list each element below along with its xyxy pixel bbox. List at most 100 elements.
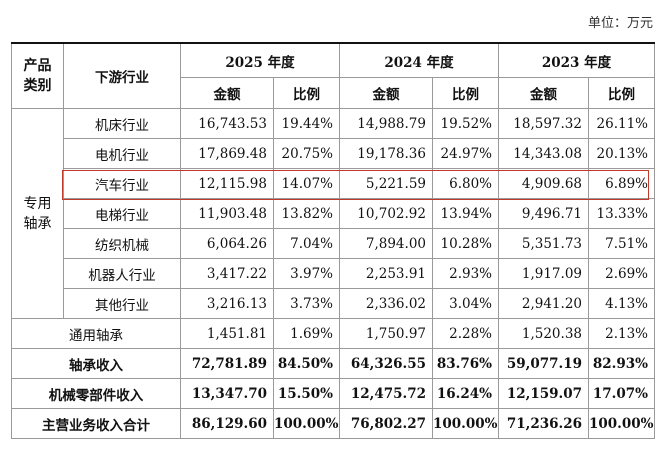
- amount-cell: 6,064.26: [180, 228, 274, 259]
- header-ratio: 比例: [432, 77, 499, 109]
- amount-cell: 12,475.72: [339, 378, 433, 409]
- amount-cell: 14,988.79: [339, 108, 433, 139]
- industry-name: 机器人行业: [63, 258, 181, 289]
- amount-cell: 71,236.26: [498, 408, 589, 439]
- ratio-cell: 3.97%: [273, 258, 340, 289]
- ratio-cell: 3.73%: [273, 288, 340, 319]
- summary-row-parts-income: 机械零部件收入 13,347.70 15.50% 12,475.72 16.24% 12,…: [11, 378, 655, 409]
- amount-cell: 1,520.38: [498, 318, 589, 349]
- table-row: 电机行业 17,869.48 20.75% 19,178.36 24.97% 14,343…: [12, 138, 655, 169]
- industry-name: 汽车行业: [63, 168, 181, 199]
- ratio-cell: 3.04%: [432, 288, 499, 319]
- amount-cell: 1,451.81: [180, 318, 274, 349]
- summary-row-general: 通用轴承 1,451.81 1.69% 1,750.97 2.28% 1,520.38 2.…: [11, 318, 655, 349]
- header-category: 产品 类别: [11, 42, 64, 109]
- amount-cell: 76,802.27: [339, 408, 433, 439]
- amount-cell: 10,702.92: [339, 198, 433, 229]
- ratio-cell: 20.75%: [273, 138, 340, 169]
- amount-cell: 5,221.59: [339, 168, 433, 199]
- ratio-cell: 7.51%: [588, 228, 655, 259]
- amount-cell: 4,909.68: [498, 168, 589, 199]
- summary-label: 机械零部件收入: [11, 378, 181, 409]
- header-year-2025: 2025 年度: [180, 42, 340, 78]
- amount-cell: 1,750.97: [339, 318, 433, 349]
- ratio-cell: 26.11%: [588, 108, 655, 139]
- ratio-cell: 4.13%: [588, 288, 655, 319]
- ratio-cell: 100.00%: [588, 408, 655, 439]
- ratio-cell: 15.50%: [273, 378, 340, 409]
- ratio-cell: 17.07%: [588, 378, 655, 409]
- ratio-cell: 13.33%: [588, 198, 655, 229]
- amount-cell: 2,253.91: [339, 258, 433, 289]
- amount-cell: 3,417.22: [180, 258, 274, 289]
- header-industry: 下游行业: [63, 42, 181, 109]
- industry-name: 机床行业: [63, 108, 181, 139]
- industry-name: 电梯行业: [63, 198, 181, 229]
- amount-cell: 2,336.02: [339, 288, 433, 319]
- ratio-cell: 13.94%: [432, 198, 499, 229]
- amount-cell: 13,347.70: [180, 378, 274, 409]
- summary-row-total: 主营业务收入合计 86,129.60 100.00% 76,802.27 100.00%…: [11, 408, 655, 439]
- table-row: 其他行业 3,216.13 3.73% 2,336.02 3.04% 2,941.20 4.…: [12, 288, 655, 319]
- ratio-cell: 84.50%: [273, 348, 340, 379]
- ratio-cell: 7.04%: [273, 228, 340, 259]
- ratio-cell: 2.13%: [588, 318, 655, 349]
- amount-cell: 16,743.53: [180, 108, 274, 139]
- industry-name: 其他行业: [63, 288, 181, 319]
- industry-name: 纺织机械: [63, 228, 181, 259]
- amount-cell: 2,941.20: [498, 288, 589, 319]
- amount-cell: 1,917.09: [498, 258, 589, 289]
- header-year-2024: 2024 年度: [339, 42, 499, 78]
- ratio-cell: 19.52%: [432, 108, 499, 139]
- amount-cell: 14,343.08: [498, 138, 589, 169]
- ratio-cell: 83.76%: [432, 348, 499, 379]
- summary-label: 通用轴承: [11, 318, 181, 349]
- ratio-cell: 100.00%: [273, 408, 340, 439]
- ratio-cell: 1.69%: [273, 318, 340, 349]
- industry-name: 电机行业: [63, 138, 181, 169]
- header-amount: 金额: [339, 77, 433, 109]
- amount-cell: 59,077.19: [498, 348, 589, 379]
- ratio-cell: 2.28%: [432, 318, 499, 349]
- amount-cell: 5,351.73: [498, 228, 589, 259]
- unit-label: 单位：万元: [587, 16, 653, 31]
- amount-cell: 9,496.71: [498, 198, 589, 229]
- amount-cell: 64,326.55: [339, 348, 433, 379]
- header-year-2023: 2023 年度: [498, 42, 655, 78]
- table-row: 电梯行业 11,903.48 13.82% 10,702.92 13.94% 9,496.…: [12, 198, 655, 229]
- ratio-cell: 10.28%: [432, 228, 499, 259]
- ratio-cell: 16.24%: [432, 378, 499, 409]
- amount-cell: 19,178.36: [339, 138, 433, 169]
- table-row: 专用 轴承 机床行业 16,743.53 19.44% 14,988.79 19.52% 18…: [11, 108, 655, 319]
- amount-cell: 11,903.48: [180, 198, 274, 229]
- ratio-cell: 2.69%: [588, 258, 655, 289]
- ratio-cell: 100.00%: [432, 408, 499, 439]
- ratio-cell: 19.44%: [273, 108, 340, 139]
- summary-label: 轴承收入: [11, 348, 181, 379]
- revenue-table: 产品 类别 下游行业 2025 年度 2024 年度 2023 年度 金额 比例 …: [11, 42, 655, 439]
- amount-cell: 12,115.98: [180, 168, 274, 199]
- group-special-bearing-text: 专用 轴承: [23, 195, 52, 232]
- summary-row-bearing-income: 轴承收入 72,781.89 84.50% 64,326.55 83.76% 59,077…: [11, 348, 655, 379]
- ratio-cell: 24.97%: [432, 138, 499, 169]
- ratio-cell: 6.80%: [432, 168, 499, 199]
- ratio-cell: 82.93%: [588, 348, 655, 379]
- table-row: 机器人行业 3,417.22 3.97% 2,253.91 2.93% 1,917.09 2…: [12, 258, 655, 289]
- header-amount: 金额: [180, 77, 274, 109]
- ratio-cell: 6.89%: [588, 168, 655, 199]
- ratio-cell: 13.82%: [273, 198, 340, 229]
- ratio-cell: 2.93%: [432, 258, 499, 289]
- summary-label: 主营业务收入合计: [11, 408, 181, 439]
- header-amount: 金额: [498, 77, 589, 109]
- header-ratio: 比例: [273, 77, 340, 109]
- header-category-text: 产品 类别: [23, 58, 52, 94]
- amount-cell: 12,159.07: [498, 378, 589, 409]
- table-row: 汽车行业 12,115.98 14.07% 5,221.59 6.80% 4,909.68…: [12, 168, 655, 199]
- amount-cell: 86,129.60: [180, 408, 274, 439]
- header-ratio: 比例: [588, 77, 655, 109]
- amount-cell: 72,781.89: [180, 348, 274, 379]
- amount-cell: 7,894.00: [339, 228, 433, 259]
- amount-cell: 18,597.32: [498, 108, 589, 139]
- table-row: 纺织机械 6,064.26 7.04% 7,894.00 10.28% 5,351.73 7…: [12, 228, 655, 259]
- ratio-cell: 14.07%: [273, 168, 340, 199]
